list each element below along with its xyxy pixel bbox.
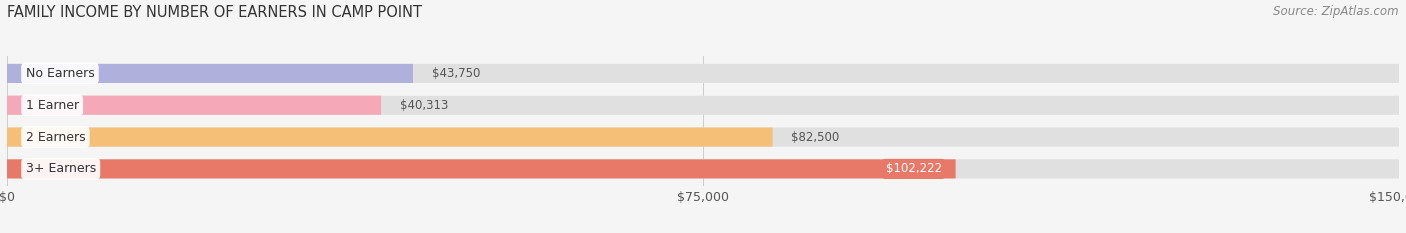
FancyBboxPatch shape — [7, 64, 413, 83]
FancyBboxPatch shape — [7, 127, 773, 147]
FancyBboxPatch shape — [7, 159, 956, 178]
FancyBboxPatch shape — [7, 127, 1399, 147]
Text: $102,222: $102,222 — [886, 162, 942, 175]
FancyBboxPatch shape — [7, 159, 1399, 178]
FancyBboxPatch shape — [7, 96, 1399, 115]
FancyBboxPatch shape — [7, 96, 381, 115]
Text: FAMILY INCOME BY NUMBER OF EARNERS IN CAMP POINT: FAMILY INCOME BY NUMBER OF EARNERS IN CA… — [7, 5, 422, 20]
Text: $82,500: $82,500 — [792, 130, 839, 144]
Text: Source: ZipAtlas.com: Source: ZipAtlas.com — [1274, 5, 1399, 18]
Text: No Earners: No Earners — [25, 67, 94, 80]
Text: $43,750: $43,750 — [432, 67, 479, 80]
Text: 1 Earner: 1 Earner — [25, 99, 79, 112]
FancyBboxPatch shape — [7, 64, 1399, 83]
Text: 2 Earners: 2 Earners — [25, 130, 86, 144]
Text: 3+ Earners: 3+ Earners — [25, 162, 96, 175]
Text: $40,313: $40,313 — [399, 99, 449, 112]
